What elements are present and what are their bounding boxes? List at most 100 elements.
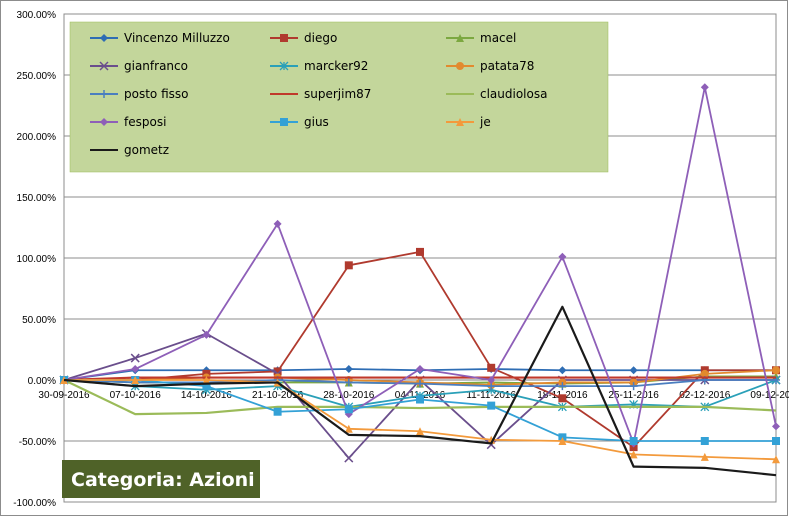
y-tick-label: 0.00%	[28, 376, 56, 387]
data-point-je	[629, 450, 638, 459]
legend-item-posto-fisso: posto fisso	[90, 87, 188, 101]
legend-label: diego	[304, 31, 337, 45]
data-point-patata78	[700, 369, 709, 378]
legend-item-vincenzo-milluzzo: Vincenzo Milluzzo	[90, 31, 230, 45]
data-point-je	[700, 452, 709, 461]
data-point-fesposi	[202, 330, 211, 339]
data-point-fesposi	[558, 252, 567, 261]
category-badge-label: Categoria: Azioni	[71, 469, 255, 491]
data-point-gius	[344, 405, 353, 414]
y-tick-label: 150.00%	[17, 193, 57, 204]
legend-swatch-marker	[100, 34, 108, 42]
legend-label: Vincenzo Milluzzo	[124, 31, 230, 45]
legend-box	[69, 21, 609, 173]
category-badge: Categoria: Azioni	[62, 460, 260, 498]
series-line-superjim87	[63, 376, 776, 382]
legend-swatch-marker	[99, 61, 109, 71]
data-point-je	[772, 455, 780, 464]
legend-label: marcker92	[304, 59, 368, 73]
data-point-diego	[487, 363, 496, 372]
legend-swatch-marker	[456, 34, 464, 42]
legend-label: gius	[304, 115, 329, 129]
data-point-gius	[772, 437, 780, 445]
legend-item-gometz: gometz	[90, 143, 169, 157]
data-point-vincenzo-milluzzo	[629, 366, 638, 375]
x-tick-label: 30-09-2016	[38, 390, 90, 401]
legend-swatch-marker	[456, 62, 464, 70]
legend-item-fesposi: fesposi	[90, 115, 166, 129]
legend-swatch-marker	[456, 118, 464, 126]
data-point-gianfranco	[130, 353, 140, 363]
legend-label: macel	[480, 31, 516, 45]
data-point-posto-fisso	[344, 378, 353, 387]
data-point-diego	[558, 394, 567, 403]
legend-swatch-marker	[279, 61, 289, 71]
legend-item-macel: macel	[446, 31, 516, 45]
legend: Vincenzo Milluzzo diego macel gianfranco mar…	[69, 21, 609, 173]
legend-label: gianfranco	[124, 59, 188, 73]
legend-item-diego: diego	[270, 31, 337, 45]
data-point-je	[131, 376, 140, 384]
y-tick-label: 200.00%	[17, 132, 57, 143]
legend-item-gianfranco: gianfranco	[90, 59, 188, 73]
data-point-diego	[273, 367, 282, 376]
data-point-gius	[273, 407, 282, 416]
legend-item-patata78: patata78	[446, 59, 534, 73]
data-point-fesposi	[131, 365, 140, 374]
data-point-je	[344, 424, 353, 433]
legend-item-gius: gius	[270, 115, 329, 129]
x-tick-label: 21-10-2016	[252, 390, 304, 401]
data-point-posto-fisso	[629, 382, 638, 391]
y-tick-label: 50.00%	[22, 315, 56, 326]
legend-item-marcker92: marcker92	[270, 59, 368, 73]
data-point-posto-fisso	[558, 382, 567, 391]
legend-label: gometz	[124, 143, 169, 157]
data-point-vincenzo-milluzzo	[558, 366, 567, 375]
y-tick-label: -50.00%	[19, 437, 56, 448]
data-point-gianfranco	[344, 453, 354, 463]
y-tick-label: 300.00%	[17, 10, 57, 21]
data-point-fesposi	[273, 219, 282, 228]
x-tick-label: 14-10-2016	[181, 390, 233, 401]
data-point-fesposi	[700, 83, 709, 92]
data-point-diego	[416, 247, 424, 256]
x-tick-label: 28-10-2016	[323, 390, 375, 401]
legend-label: patata78	[480, 59, 534, 73]
data-point-fesposi	[772, 422, 780, 431]
series-line-claudiolosa	[63, 379, 777, 416]
data-point-posto-fisso	[416, 379, 424, 388]
y-tick-label: 250.00%	[17, 71, 57, 82]
x-tick-label: 02-12-2016	[679, 390, 731, 401]
legend-item-je: je	[446, 115, 491, 129]
data-point-vincenzo-milluzzo	[344, 365, 353, 374]
data-point-fesposi	[487, 376, 496, 384]
series-superjim87	[63, 376, 776, 382]
legend-swatch-marker	[280, 34, 288, 42]
y-tick-label: -100.00%	[13, 498, 56, 509]
legend-swatch-marker	[100, 90, 108, 98]
series-claudiolosa	[63, 379, 777, 416]
legend-label: je	[479, 115, 491, 129]
x-tick-label: 25-11-2016	[608, 390, 659, 401]
category-badge-bg	[62, 460, 260, 498]
data-point-gius	[700, 437, 709, 445]
legend-item-superjim87: superjim87	[270, 87, 371, 101]
data-point-gius	[202, 382, 211, 391]
legend-label: posto fisso	[124, 87, 188, 101]
series-gometz	[63, 305, 777, 477]
series-je	[60, 376, 780, 464]
x-tick-label: 11-11-2016	[466, 390, 516, 401]
data-point-gius	[487, 401, 496, 410]
data-point-gius	[629, 437, 638, 445]
y-tick-label: 100.00%	[17, 254, 57, 265]
data-point-fesposi	[416, 365, 424, 374]
data-point-gius	[416, 395, 424, 404]
data-point-je	[558, 437, 567, 445]
legend-swatch-marker	[280, 118, 288, 126]
data-point-patata78	[772, 366, 780, 375]
legend-label: fesposi	[124, 115, 166, 129]
data-point-diego	[344, 261, 353, 270]
legend-swatch-marker	[100, 118, 108, 126]
